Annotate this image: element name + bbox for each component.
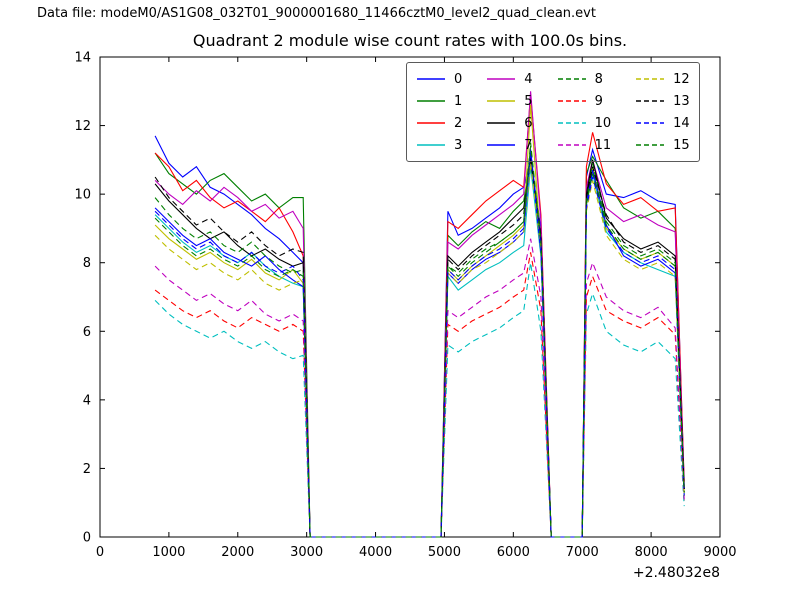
- x-tick-label: 9000: [703, 545, 736, 560]
- y-tick-label: 8: [83, 256, 91, 271]
- legend-line-sample: [557, 78, 586, 80]
- series-line-8: [154, 146, 685, 538]
- legend-line-sample: [417, 144, 445, 146]
- legend-entry-1: 1: [416, 90, 462, 112]
- legend-line-sample: [557, 100, 586, 102]
- x-tick-label: 3000: [290, 545, 323, 560]
- legend-line-sample: [557, 144, 586, 146]
- legend-entry-12: 12: [635, 68, 690, 90]
- legend-line-sample: [487, 122, 516, 124]
- x-tick-label: 7000: [566, 545, 599, 560]
- legend-entry-7: 7: [486, 134, 533, 156]
- y-tick-label: 4: [83, 393, 91, 408]
- legend-line-sample: [487, 100, 516, 102]
- y-tick-label: 0: [83, 531, 91, 546]
- legend-label: 6: [524, 115, 533, 131]
- series-line-0: [154, 135, 685, 538]
- legend-label: 3: [454, 137, 463, 153]
- y-tick-label: 10: [74, 188, 91, 203]
- legend-line-sample: [417, 122, 445, 124]
- legend-entry-13: 13: [635, 90, 690, 112]
- legend-label: 11: [594, 137, 612, 153]
- legend: 0 1 2 3 4 5 6 7 8 9 10 11 12 13 14 15: [406, 62, 700, 162]
- series-line-14: [154, 149, 685, 538]
- x-tick-label: 1000: [152, 545, 185, 560]
- legend-label: 0: [454, 71, 463, 87]
- y-tick-label: 2: [83, 462, 91, 477]
- x-tick-label: 6000: [497, 545, 530, 560]
- legend-label: 12: [673, 71, 690, 87]
- x-tick-label: 5000: [428, 545, 461, 560]
- series-line-2: [154, 94, 685, 538]
- legend-label: 5: [524, 93, 533, 109]
- x-tick-label: 2000: [221, 545, 254, 560]
- x-tick-label: 0: [96, 545, 104, 560]
- legend-line-sample: [636, 144, 665, 146]
- series-line-13: [154, 156, 685, 538]
- x-axis-offset-label: +2.48032e8: [633, 565, 720, 581]
- legend-line-sample: [557, 122, 586, 124]
- legend-line-sample: [636, 100, 665, 102]
- legend-entry-15: 15: [635, 134, 690, 156]
- legend-entry-10: 10: [557, 112, 612, 134]
- legend-line-sample: [636, 122, 665, 124]
- series-line-7: [154, 152, 685, 538]
- x-tick-label: 4000: [359, 545, 392, 560]
- legend-entry-8: 8: [557, 68, 612, 90]
- legend-entry-3: 3: [416, 134, 462, 156]
- y-tick-label: 6: [83, 325, 91, 340]
- series-line-1: [154, 152, 685, 538]
- legend-label: 1: [454, 93, 463, 109]
- legend-label: 13: [673, 93, 690, 109]
- series-line-5: [154, 104, 685, 538]
- legend-line-sample: [487, 144, 516, 146]
- legend-label: 9: [594, 93, 603, 109]
- x-tick-label: 8000: [635, 545, 668, 560]
- legend-label: 2: [454, 115, 463, 131]
- series-line-11: [154, 238, 685, 538]
- legend-entry-4: 4: [486, 68, 533, 90]
- legend-line-sample: [636, 78, 665, 80]
- legend-label: 15: [673, 137, 690, 153]
- legend-label: 7: [524, 137, 533, 153]
- data-file-label: Data file: modeM0/AS1G08_032T01_90000016…: [37, 6, 596, 21]
- y-tick-label: 12: [74, 119, 91, 134]
- series-line-15: [154, 142, 685, 538]
- series-line-12: [154, 163, 685, 538]
- series-line-9: [154, 252, 685, 538]
- legend-label: 10: [594, 115, 612, 131]
- legend-line-sample: [417, 100, 445, 102]
- legend-entry-6: 6: [486, 112, 533, 134]
- legend-entry-14: 14: [635, 112, 690, 134]
- legend-line-sample: [487, 78, 516, 80]
- legend-line-sample: [417, 78, 445, 80]
- series-line-10: [154, 262, 685, 538]
- legend-label: 4: [524, 71, 533, 87]
- legend-label: 8: [594, 71, 603, 87]
- legend-entry-9: 9: [557, 90, 612, 112]
- legend-entry-11: 11: [557, 134, 612, 156]
- legend-entry-2: 2: [416, 112, 462, 134]
- chart-title: Quadrant 2 module wise count rates with …: [192, 31, 628, 50]
- legend-label: 14: [673, 115, 690, 131]
- legend-entry-0: 0: [416, 68, 462, 90]
- legend-entry-5: 5: [486, 90, 533, 112]
- y-tick-label: 14: [74, 51, 91, 66]
- series-line-4: [154, 91, 685, 538]
